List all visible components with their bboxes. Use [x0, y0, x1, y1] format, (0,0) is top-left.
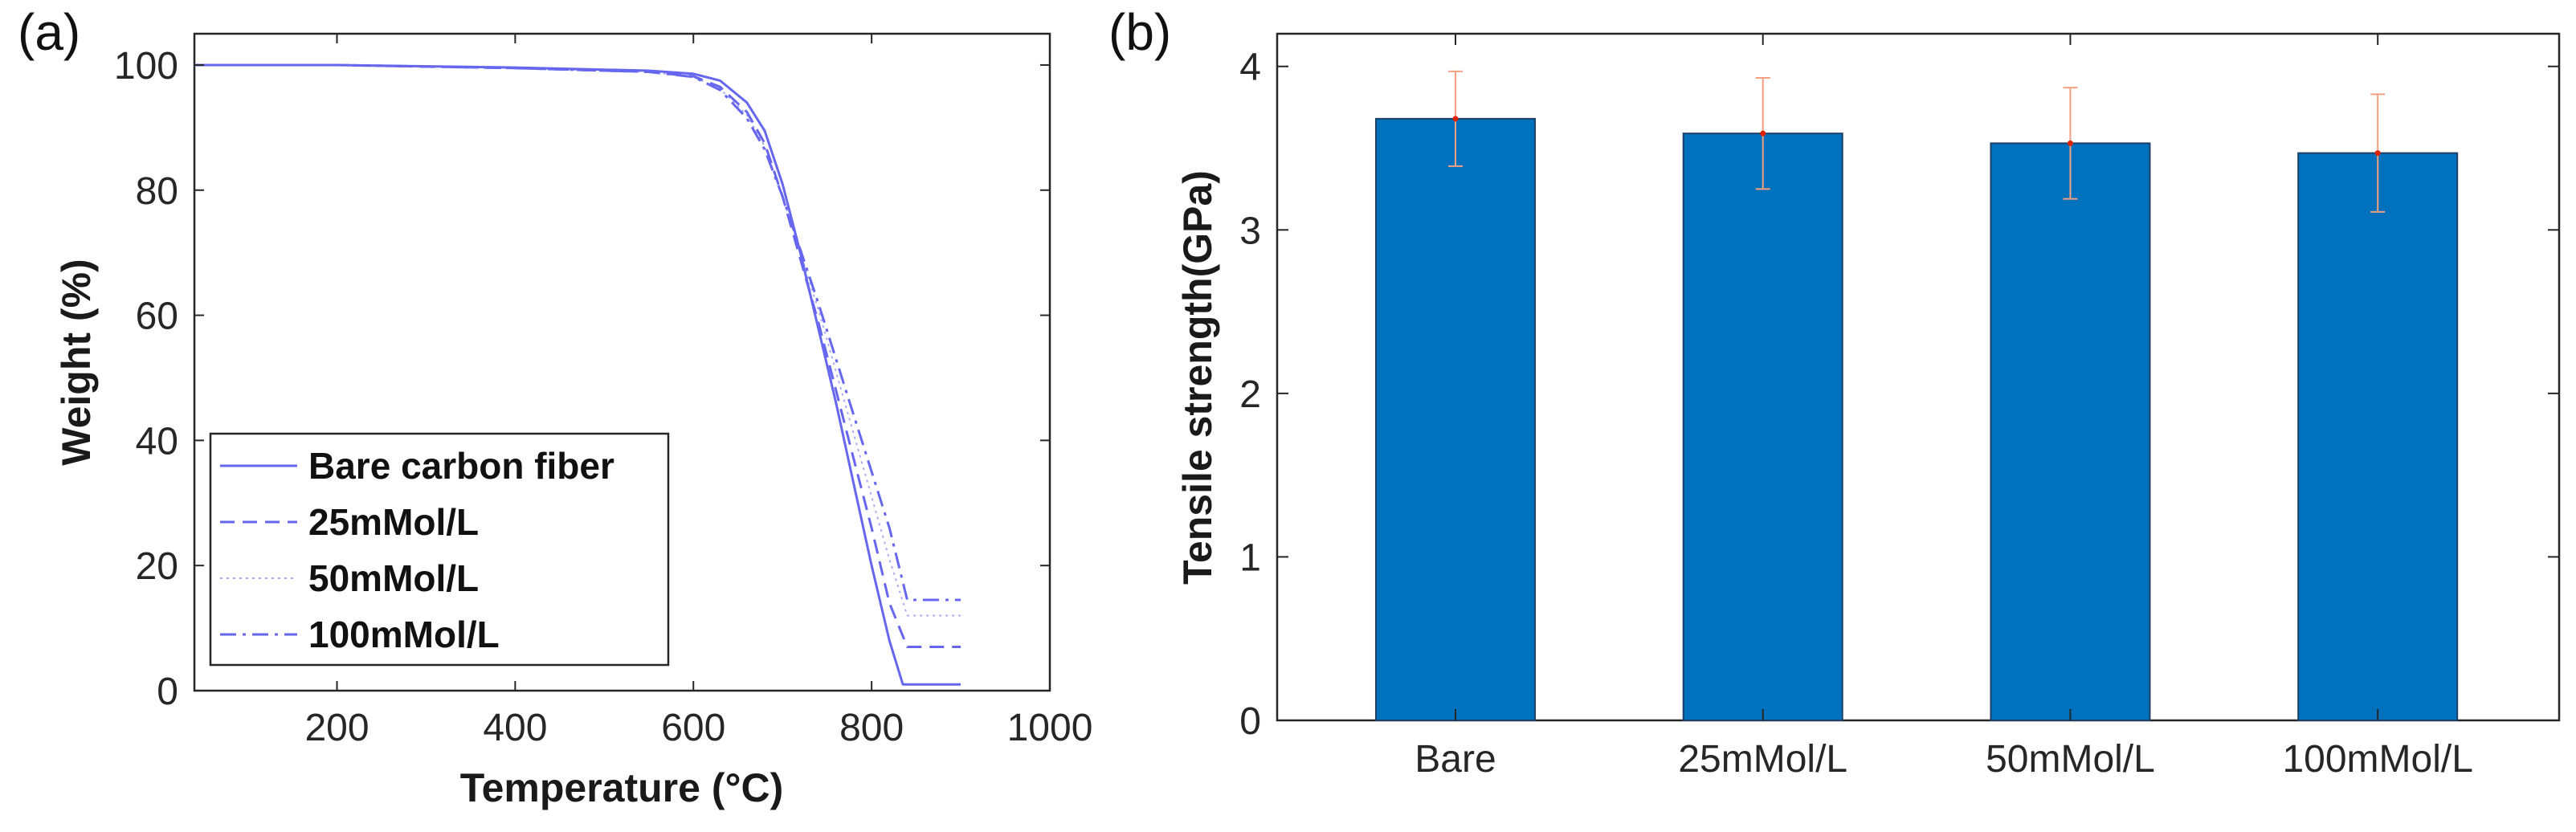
tensile-bars	[1374, 117, 2459, 722]
tga-x-axis-label: Temperature (°C)	[460, 765, 783, 810]
tensile-category-label: Bare	[1415, 738, 1496, 781]
tensile-chart: (b) 0 1 2 3 4 Bare 25mMol/L 50mMol/L 100mMol/L T…	[1108, 3, 2561, 781]
tensile-bar-4	[2297, 152, 2459, 722]
tensile-mean-marker	[1760, 130, 1766, 137]
panel-b-label: (b)	[1108, 3, 1171, 61]
tga-x-tick-label: 800	[839, 707, 904, 749]
tensile-bar-1	[1374, 117, 1536, 722]
tensile-bar-2	[1682, 133, 1843, 721]
tensile-mean-marker	[2067, 140, 2073, 146]
tga-legend-label-3: 50mMol/L	[308, 557, 479, 599]
tga-y-axis-label: Weight (%)	[54, 259, 99, 465]
panel-a-label: (a)	[18, 3, 80, 61]
tga-y-tick-label: 40	[136, 420, 178, 463]
tensile-category-label: 50mMol/L	[1986, 738, 2155, 781]
tga-lines	[194, 63, 961, 686]
tga-legend-label-2: 25mMol/L	[308, 501, 479, 543]
tga-x-tick-label: 600	[661, 707, 725, 749]
tga-series-line-4	[194, 63, 961, 602]
tensile-bar-3	[1990, 142, 2151, 721]
tensile-category-label: 100mMol/L	[2282, 738, 2472, 781]
tga-chart: (a) 200 400 600 800 1000 0 20 40 60 80 100 Tempera…	[18, 3, 1092, 810]
tensile-mean-marker	[1452, 116, 1459, 122]
tga-y-tick-label: 80	[136, 170, 178, 213]
tensile-error-bars	[1447, 70, 2386, 213]
tensile-y-tick-label: 3	[1239, 210, 1261, 252]
tga-x-tick-label: 1000	[1007, 707, 1093, 749]
tga-y-tick-label: 60	[136, 296, 178, 338]
tensile-mean-marker	[2374, 150, 2381, 157]
tga-y-tick-label: 100	[114, 45, 178, 88]
tensile-category-label: 25mMol/L	[1678, 738, 1847, 781]
tga-y-tick-label: 20	[136, 545, 178, 588]
tensile-y-tick-label: 0	[1239, 700, 1261, 743]
tensile-y-tick-label: 4	[1239, 47, 1261, 89]
tga-x-tick-label: 400	[483, 707, 547, 749]
tensile-y-tick-label: 2	[1239, 373, 1261, 416]
tga-legend-label-4: 100mMol/L	[308, 614, 500, 655]
tga-legend-box	[209, 432, 670, 667]
tensile-y-axis-label: Tensile strength(GPa)	[1175, 170, 1220, 585]
tensile-y-tick-label: 1	[1239, 536, 1261, 579]
tga-y-tick-label: 0	[157, 671, 178, 713]
tga-legend: Bare carbon fiber 25mMol/L 50mMol/L 100mMol…	[209, 432, 670, 667]
tensile-axis-ticks: 0 1 2 3 4 Bare 25mMol/L 50mMol/L 100mMol/L	[1239, 34, 2559, 781]
tga-legend-label-1: Bare carbon fiber	[308, 445, 614, 487]
tga-x-tick-label: 200	[304, 707, 369, 749]
tga-axis-ticks: 200 400 600 800 1000 0 20 40 60 80 100	[114, 34, 1092, 749]
